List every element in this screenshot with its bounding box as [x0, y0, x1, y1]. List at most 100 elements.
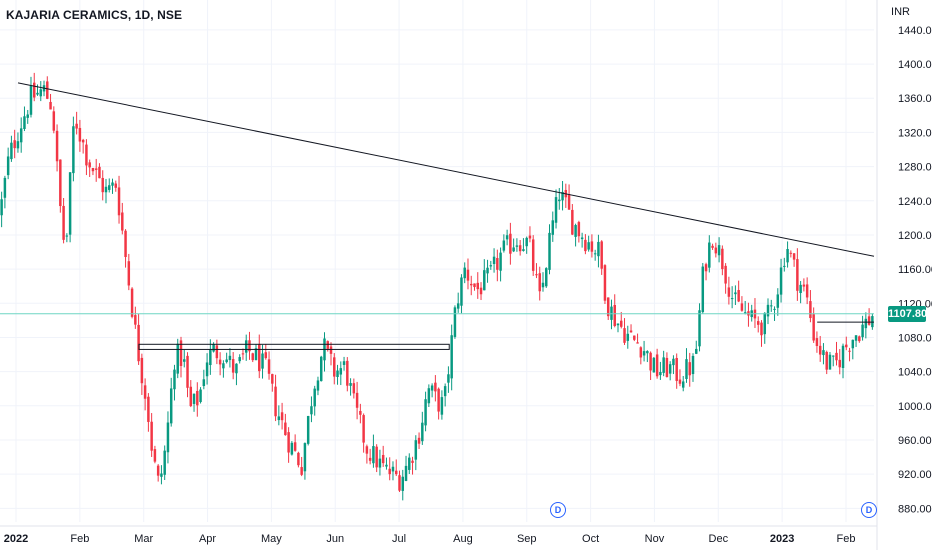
candle [531, 235, 535, 276]
y-tick-label: 1280.00 [898, 162, 932, 174]
candle-body [375, 446, 378, 468]
candle-body [160, 473, 163, 477]
candle [218, 352, 222, 376]
candle [711, 243, 714, 250]
candle [362, 413, 365, 453]
candle-body [303, 443, 307, 472]
candle [463, 262, 466, 284]
candle-body [861, 324, 864, 338]
candle-body [831, 355, 835, 357]
candle-body [3, 177, 7, 198]
candle [424, 391, 427, 432]
resistance-zone [138, 343, 450, 350]
candle-body [792, 253, 796, 260]
candle [346, 357, 349, 392]
candle-body [359, 410, 362, 415]
candle-body [561, 191, 564, 201]
candle [460, 274, 463, 314]
candle-body [812, 314, 815, 341]
candle-body [724, 265, 727, 284]
candle [94, 158, 98, 182]
candle [235, 363, 238, 386]
candle-body [730, 298, 734, 300]
candle [417, 432, 421, 449]
candle [394, 459, 398, 477]
candle [121, 202, 124, 235]
candle-body [649, 352, 652, 371]
candle [871, 313, 874, 330]
candle-body [261, 353, 264, 369]
candle-body [372, 446, 375, 464]
candle-body [551, 220, 555, 235]
candle [137, 313, 140, 365]
candle-body [166, 422, 170, 453]
candle [13, 129, 16, 159]
candle [479, 282, 483, 301]
candle-body [737, 290, 740, 302]
candle [701, 262, 705, 315]
candle [127, 253, 131, 291]
dividend-event-icon[interactable]: D [550, 502, 566, 518]
candle [626, 325, 630, 349]
chart-title: KAJARIA CERAMICS, 1D, NSE [6, 8, 183, 22]
candle [205, 353, 209, 385]
candle-body [809, 301, 812, 319]
candle-body [779, 267, 783, 295]
candle [101, 170, 104, 201]
candle-body [440, 397, 444, 415]
candle-body [652, 357, 656, 373]
x-tick-label: Dec [709, 533, 729, 545]
candle-body [52, 111, 56, 131]
candle-body [254, 348, 258, 361]
candle [845, 336, 848, 351]
candle-body [6, 156, 10, 176]
dividend-event-icon[interactable]: D [861, 502, 877, 518]
candle [864, 312, 868, 339]
candle-body [447, 374, 450, 383]
candle [740, 296, 744, 312]
candle [789, 250, 793, 258]
trendline [17, 82, 875, 257]
candle [776, 288, 780, 316]
candle-body [411, 460, 414, 463]
candle [306, 415, 310, 446]
candle [558, 188, 561, 210]
candle-body [29, 85, 33, 115]
candle [52, 106, 56, 134]
x-tick-label: 2022 [4, 533, 28, 545]
candle-body [714, 247, 718, 254]
candle [545, 267, 548, 288]
candle [385, 457, 388, 470]
candle [505, 229, 509, 246]
candle-body [169, 388, 173, 424]
candle-body [711, 245, 714, 248]
candle [209, 339, 212, 375]
candle [33, 72, 36, 102]
candle-body [280, 412, 284, 421]
candle-body [306, 416, 310, 444]
candle-body [662, 357, 665, 373]
candle-body [629, 330, 633, 333]
candle-body [867, 316, 871, 325]
candle-body [127, 261, 131, 286]
candle-body [394, 470, 398, 475]
candle [760, 320, 763, 347]
candle [802, 278, 806, 292]
candle [704, 262, 708, 281]
candle [258, 334, 261, 379]
candle [65, 233, 69, 243]
candle-body [173, 369, 176, 390]
candle [391, 461, 395, 481]
candle [401, 469, 404, 501]
y-tick-label: 880.00 [898, 503, 932, 515]
candle [466, 258, 470, 290]
candle [443, 383, 447, 407]
candle-body [23, 116, 26, 129]
candle-body [554, 197, 558, 223]
candle [108, 178, 111, 193]
candle-body [408, 457, 411, 470]
candle-body [675, 357, 678, 381]
candle [124, 229, 127, 268]
